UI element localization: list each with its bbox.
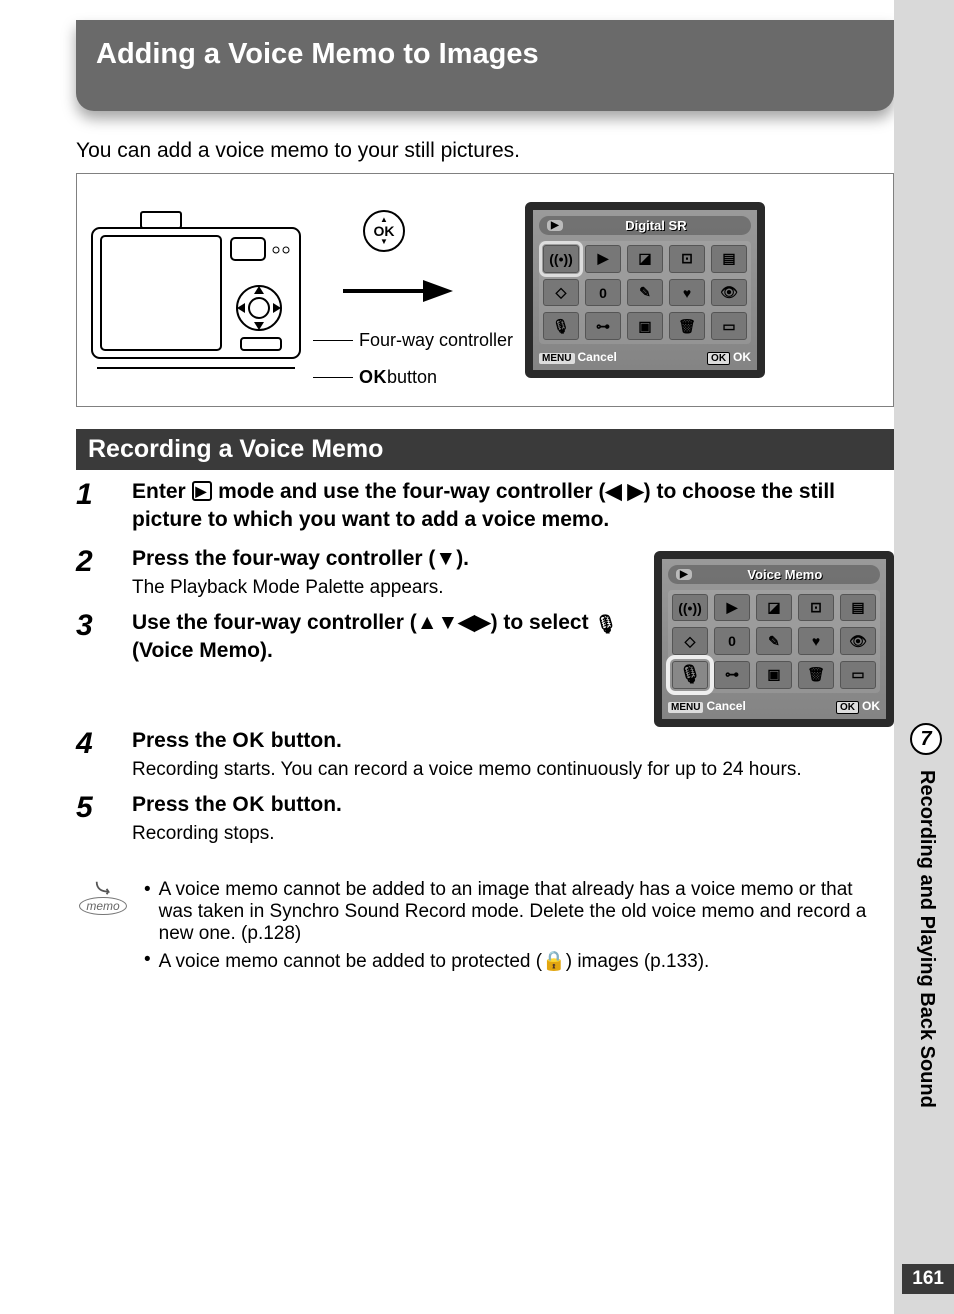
palette-grid: ((•))▶◪⊡▤ ◇0✎♥👁 🎙⊶▣🗑▭	[539, 241, 751, 344]
screen1-title: Digital SR	[569, 218, 743, 233]
memo-note: A voice memo cannot be added to protecte…	[144, 949, 890, 973]
arrow-right-icon	[343, 280, 453, 302]
step5-sub: Recording stops.	[132, 823, 894, 845]
step3-pre: Use the four-way controller (▲▼◀▶) to se…	[132, 611, 594, 634]
palette-grid: ((•))▶◪⊡▤ ◇0✎♥👁 🎙⊶▣🗑▭	[668, 590, 880, 693]
step-number: 3	[76, 609, 116, 666]
screen2-title: Voice Memo	[698, 567, 872, 582]
intro-text: You can add a voice memo to your still p…	[76, 139, 894, 163]
ok-inline: OK	[232, 729, 265, 752]
step-number: 1	[76, 478, 116, 535]
step-1: 1 Enter ▶ mode and use the four-way cont…	[76, 478, 894, 535]
side-rail	[894, 0, 954, 1314]
ok-label-text: OK	[733, 350, 751, 364]
memo-note-text: A voice memo cannot be added to an image…	[159, 879, 890, 945]
step5-pre: Press the	[132, 793, 232, 816]
step1-pre: Enter	[132, 480, 192, 503]
menu-chip: MENU	[539, 353, 574, 364]
step5-post: button.	[265, 793, 342, 816]
step2-sub: The Playback Mode Palette appears.	[132, 577, 634, 599]
step3-post: (Voice Memo).	[132, 639, 273, 662]
diagram-box: ▲ OK ▼ Four-way controller OK button	[76, 173, 894, 407]
step-2: 2 Press the four-way controller (▼). The…	[76, 545, 634, 599]
step2-head: Press the four-way controller (▼).	[132, 545, 634, 573]
cancel-text: Cancel	[578, 350, 617, 364]
playback-mode-icon: ▶	[192, 481, 213, 501]
step-number: 5	[76, 791, 116, 845]
page-number: 161	[902, 1264, 954, 1294]
controller-label: Four-way controller	[313, 330, 513, 351]
controller-label-text: Four-way controller	[359, 330, 513, 351]
step4-post: button.	[265, 729, 342, 752]
step-number: 2	[76, 545, 116, 599]
section-heading: Recording a Voice Memo	[76, 429, 894, 470]
chapter-number-badge: 7	[910, 723, 942, 755]
ok-button-label: OK button	[313, 367, 513, 388]
ok-bold-text: OK	[359, 367, 387, 388]
playback-chip-icon: ▶	[676, 569, 692, 580]
ok-chip: OK	[836, 701, 859, 714]
ok-inline: OK	[232, 793, 265, 816]
playback-chip-icon: ▶	[547, 220, 563, 231]
ok-chip: OK	[707, 352, 730, 365]
memo-block: memo A voice memo cannot be added to an …	[76, 879, 894, 977]
menu-chip: MENU	[668, 702, 703, 713]
lcd-screen-voice-memo: ▶ Voice Memo ((•))▶◪⊡▤ ◇0✎♥👁 🎙⊶▣🗑▭ MENUC…	[654, 551, 894, 727]
step4-pre: Press the	[132, 729, 232, 752]
memo-badge: memo	[76, 879, 130, 977]
chapter-title: Recording and Playing Back Sound	[915, 770, 938, 1108]
step-5: 5 Press the OK button. Recording stops.	[76, 791, 894, 845]
camera-back-illustration	[91, 200, 301, 380]
step4-sub: Recording starts. You can record a voice…	[132, 759, 894, 781]
step1-post: mode and use the four-way controller (◀ …	[132, 480, 835, 531]
lcd-screen-digital-sr: ▶ Digital SR ((•))▶◪⊡▤ ◇0✎♥👁 🎙⊶▣🗑▭ MENU C…	[525, 202, 765, 378]
ok-suffix-text: button	[387, 367, 437, 388]
memo-badge-label: memo	[79, 897, 126, 915]
step-number: 4	[76, 727, 116, 781]
page-title: Adding a Voice Memo to Images	[76, 20, 894, 111]
memo-note: A voice memo cannot be added to an image…	[144, 879, 890, 945]
step-4: 4 Press the OK button. Recording starts.…	[76, 727, 894, 781]
step-3: 3 Use the four-way controller (▲▼◀▶) to …	[76, 609, 634, 666]
ok-label-text: OK	[862, 699, 880, 713]
ok-button-icon: ▲ OK ▼	[363, 210, 405, 252]
steps-list: 1 Enter ▶ mode and use the four-way cont…	[76, 470, 894, 869]
memo-note-text: A voice memo cannot be added to protecte…	[159, 949, 710, 973]
voice-memo-icon: 🎙	[594, 612, 617, 636]
cancel-text: Cancel	[706, 699, 745, 713]
